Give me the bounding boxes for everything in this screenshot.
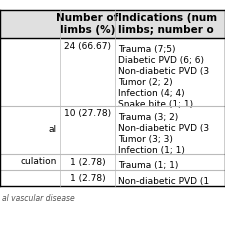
Text: Infection (1; 1): Infection (1; 1) [118,146,185,155]
Text: Tumor (3; 3): Tumor (3; 3) [118,135,173,144]
Text: Trauma (7;5): Trauma (7;5) [118,45,176,54]
Text: Non-diabetic PVD (3: Non-diabetic PVD (3 [118,124,209,133]
Text: 1 (2.78): 1 (2.78) [70,173,105,182]
Text: Tumor (2; 2): Tumor (2; 2) [118,78,173,87]
Text: al vascular disease: al vascular disease [2,194,75,203]
Bar [0,10,225,38]
Text: 24 (66.67): 24 (66.67) [64,42,111,51]
Text: al: al [49,126,57,135]
Text: 1 (2.78): 1 (2.78) [70,158,105,166]
Text: Number of
limbs (%): Number of limbs (%) [56,13,119,35]
Text: Trauma (1; 1): Trauma (1; 1) [118,161,178,170]
Text: Trauma (3; 2): Trauma (3; 2) [118,113,178,122]
Text: Diabetic PVD (6; 6): Diabetic PVD (6; 6) [118,56,204,65]
Text: culation: culation [21,158,57,166]
Text: Non-diabetic PVD (1: Non-diabetic PVD (1 [118,177,209,186]
Text: Snake bite (1; 1): Snake bite (1; 1) [118,100,193,109]
Text: Indications (num
limbs; number o: Indications (num limbs; number o [118,13,217,35]
Text: Infection (4; 4): Infection (4; 4) [118,89,185,98]
Text: 10 (27.78): 10 (27.78) [64,109,111,118]
Text: Non-diabetic PVD (3: Non-diabetic PVD (3 [118,67,209,76]
